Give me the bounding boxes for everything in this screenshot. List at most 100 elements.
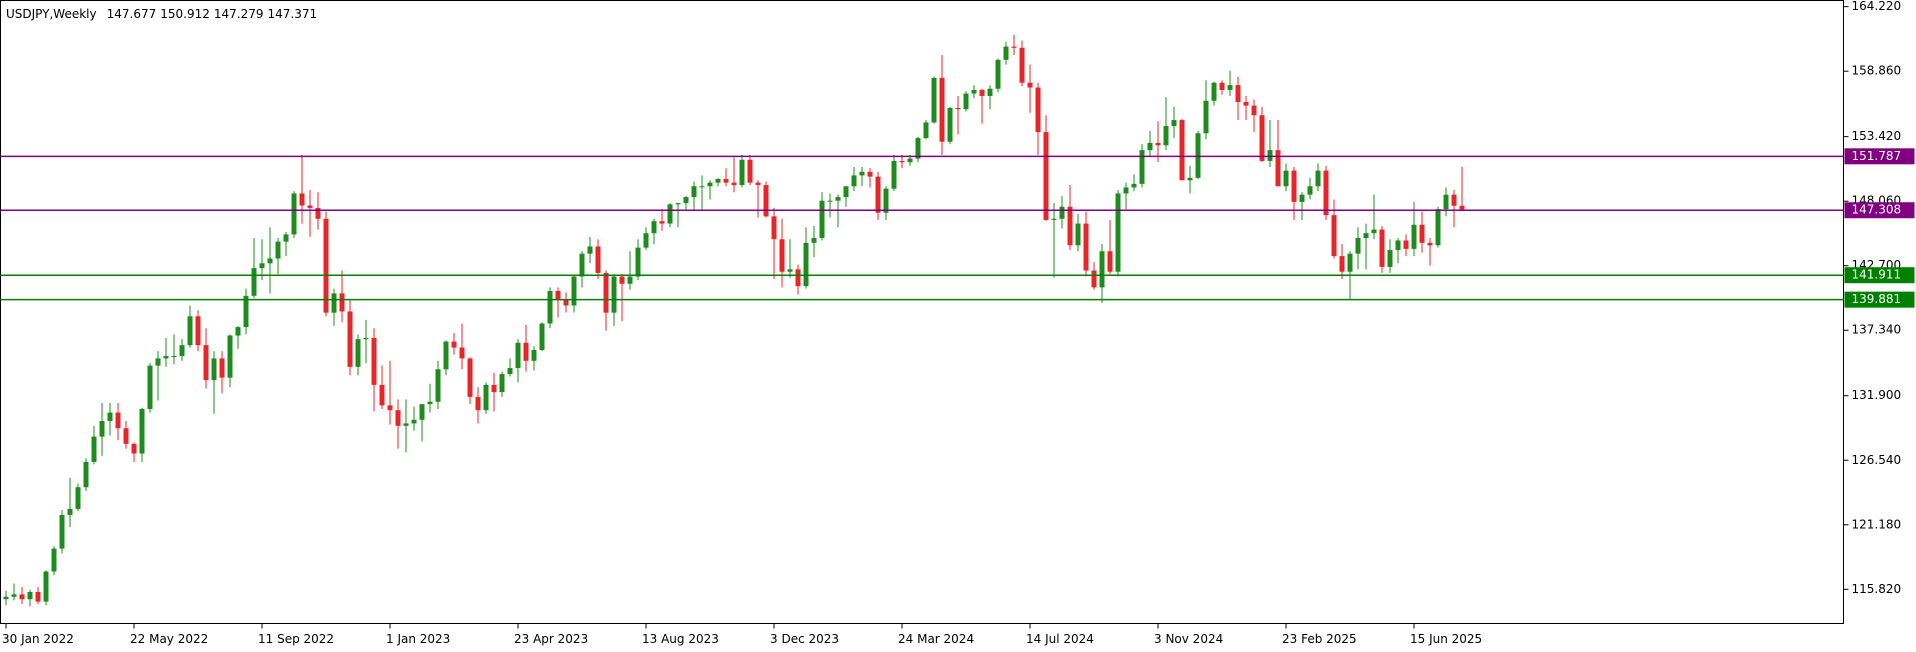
candle bbox=[699, 175, 705, 211]
candle-body bbox=[635, 247, 641, 277]
candle-body bbox=[347, 311, 353, 367]
candle bbox=[883, 186, 889, 220]
candle bbox=[1227, 70, 1233, 96]
candle bbox=[1331, 199, 1337, 259]
candle-body bbox=[867, 171, 873, 177]
candle-body bbox=[523, 342, 529, 361]
candle-body bbox=[1219, 82, 1225, 90]
ohlc-value: 147.371 bbox=[267, 7, 317, 21]
candle bbox=[795, 264, 801, 295]
candle-body bbox=[443, 341, 449, 370]
candle-body bbox=[483, 384, 489, 411]
ohlc-value: 147.677 bbox=[107, 7, 157, 21]
candle-body bbox=[995, 59, 1001, 89]
candle bbox=[379, 365, 385, 409]
candle bbox=[1067, 185, 1073, 251]
candle bbox=[467, 357, 473, 405]
y-tick-label: 115.820 bbox=[1852, 582, 1902, 596]
candle-body bbox=[147, 365, 153, 409]
candle bbox=[891, 154, 897, 192]
plot-frame bbox=[0, 0, 1844, 624]
candle-body bbox=[691, 186, 697, 198]
candle-body bbox=[1035, 87, 1041, 133]
candle-body bbox=[1211, 82, 1217, 101]
candle-body bbox=[707, 182, 713, 187]
candle bbox=[1147, 130, 1153, 157]
candle-body bbox=[1163, 126, 1169, 146]
candle-body bbox=[1099, 251, 1105, 288]
candle-body bbox=[1459, 205, 1465, 210]
candle-body bbox=[299, 193, 305, 206]
candle-body bbox=[1427, 242, 1433, 246]
candle-body bbox=[363, 337, 369, 340]
candle-body bbox=[587, 246, 593, 254]
candle-body bbox=[1395, 240, 1401, 251]
candle-body bbox=[1379, 229, 1385, 267]
candle-body bbox=[3, 596, 9, 600]
x-tick-label: 23 Feb 2025 bbox=[1282, 632, 1357, 646]
candle-body bbox=[259, 263, 265, 269]
candle bbox=[723, 168, 729, 187]
candle-body bbox=[1243, 101, 1249, 106]
candle-body bbox=[371, 337, 377, 385]
candle bbox=[83, 458, 89, 491]
candle bbox=[715, 177, 721, 187]
candle-body bbox=[563, 299, 569, 306]
candle-body bbox=[59, 514, 65, 549]
candle-body bbox=[603, 272, 609, 313]
candle-body bbox=[67, 508, 73, 515]
candle-body bbox=[811, 238, 817, 243]
candle bbox=[203, 328, 209, 389]
candle bbox=[1259, 106, 1265, 163]
candle bbox=[459, 323, 465, 370]
candle-body bbox=[291, 193, 297, 235]
candle bbox=[947, 106, 953, 145]
candle bbox=[1451, 189, 1457, 228]
candle-body bbox=[1179, 120, 1185, 181]
candle-body bbox=[267, 258, 273, 264]
candle bbox=[779, 218, 785, 288]
candle bbox=[299, 154, 305, 224]
candle-body bbox=[27, 591, 33, 600]
candle bbox=[1299, 192, 1305, 220]
candle-body bbox=[1187, 177, 1193, 181]
candle bbox=[843, 186, 849, 207]
marks bbox=[0, 34, 1844, 607]
candle bbox=[283, 232, 289, 257]
candle bbox=[1315, 163, 1321, 192]
candle-body bbox=[1291, 170, 1297, 202]
candle bbox=[1275, 120, 1281, 187]
candle-body bbox=[627, 276, 633, 284]
candle bbox=[475, 387, 481, 424]
candle-body bbox=[123, 428, 129, 444]
candle-body bbox=[387, 405, 393, 411]
candle bbox=[523, 324, 529, 372]
candle bbox=[691, 181, 697, 211]
level-label-bg bbox=[1844, 291, 1915, 308]
x-tick-label: 15 Jun 2025 bbox=[1410, 632, 1482, 646]
candle-body bbox=[843, 186, 849, 198]
candle-body bbox=[1435, 209, 1441, 246]
candle-body bbox=[955, 108, 961, 110]
candle-body bbox=[1115, 193, 1121, 272]
candle-body bbox=[507, 368, 513, 375]
candle-body bbox=[835, 197, 841, 201]
y-tick-label: 158.860 bbox=[1852, 64, 1902, 78]
candle-body bbox=[195, 316, 201, 346]
candle bbox=[1355, 227, 1361, 270]
candle-body bbox=[515, 342, 521, 369]
candle bbox=[939, 55, 945, 155]
candle bbox=[267, 227, 273, 294]
candle bbox=[427, 383, 433, 413]
candle-body bbox=[675, 203, 681, 205]
candle bbox=[859, 166, 865, 187]
candle bbox=[355, 334, 361, 376]
x-tick-label: 22 May 2022 bbox=[130, 632, 208, 646]
candle bbox=[219, 351, 225, 394]
candle-body bbox=[35, 591, 41, 602]
candle bbox=[435, 360, 441, 409]
candle bbox=[851, 166, 857, 192]
candle-body bbox=[1123, 187, 1129, 194]
y-tick-label: 164.220 bbox=[1852, 0, 1902, 13]
